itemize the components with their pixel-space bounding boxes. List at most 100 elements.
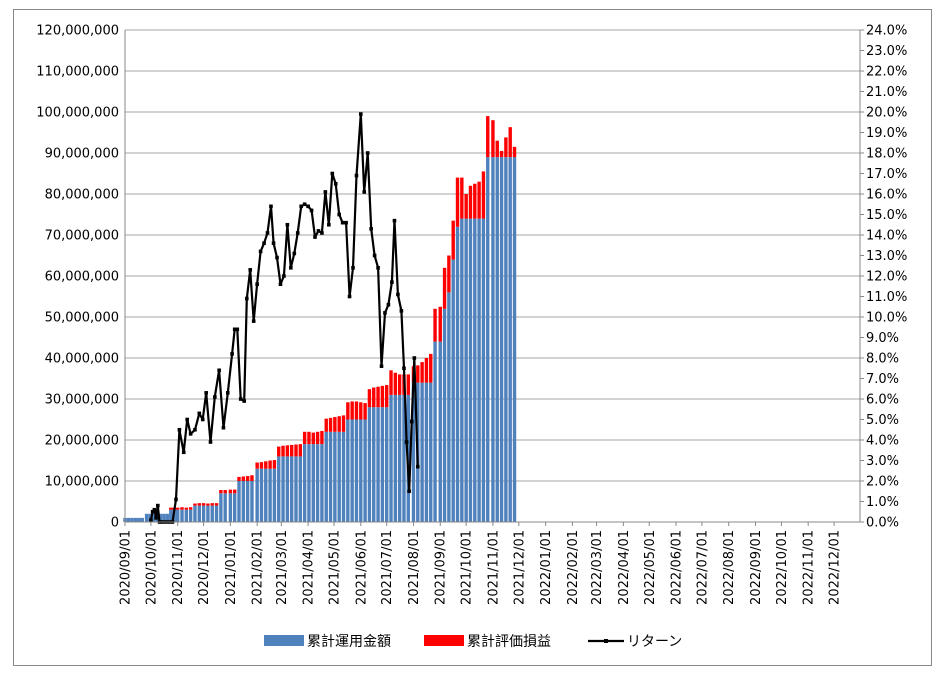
x-tick-label: 2021/04/01: [302, 530, 317, 605]
bar-cumulative-investment: [250, 481, 254, 522]
return-point: [221, 425, 226, 430]
bar-cumulative-investment: [420, 382, 424, 522]
y-right-tick-label: 24.0%: [866, 24, 907, 39]
y-left-tick-label: 10,000,000: [45, 475, 119, 490]
bar-cumulative-gain: [389, 370, 393, 395]
bar-cumulative-investment: [311, 444, 315, 522]
bar-cumulative-investment: [477, 218, 481, 522]
x-tick-label: 2022/11/01: [802, 530, 817, 605]
bar-cumulative-gain: [372, 387, 376, 408]
bar-cumulative-investment: [424, 382, 429, 522]
x-tick-label: 2021/02/01: [251, 530, 266, 605]
bar-cumulative-gain: [307, 431, 311, 445]
bar-cumulative-investment: [341, 431, 346, 522]
return-point: [232, 327, 237, 332]
bar-cumulative-gain: [206, 503, 210, 506]
return-point: [396, 292, 400, 297]
y-axis-right-ticks: 0.0% 1.0% 2.0% 3.0% 4.0% 5.0% 6.0% 7.0% 8.0% 9.0%…: [860, 24, 907, 531]
bar-cumulative-gain: [281, 445, 285, 457]
return-point: [365, 151, 370, 155]
x-tick-label: 2022/05/01: [643, 530, 658, 605]
y-left-tick-label: 30,000,000: [45, 393, 119, 408]
return-point: [238, 397, 243, 401]
bar-cumulative-investment: [289, 456, 294, 522]
bar-cumulative-investment: [376, 407, 380, 522]
bar-cumulative-gain: [346, 402, 350, 420]
return-point: [369, 227, 373, 231]
bar-cumulative-investment: [193, 505, 197, 522]
y-right-tick-label: 17.0%: [866, 167, 907, 182]
y-right-tick-label: 22.0%: [866, 65, 907, 80]
bar-cumulative-gain: [333, 417, 337, 432]
bar-cumulative-investment: [393, 394, 398, 522]
x-tick-label: 2022/02/01: [566, 530, 581, 605]
bar-cumulative-gain: [277, 446, 281, 457]
bar-cumulative-gain: [376, 386, 380, 408]
bar-cumulative-investment: [486, 157, 490, 522]
bar-cumulative-gain: [451, 220, 455, 260]
bar-cumulative-gain: [424, 358, 429, 383]
y-right-tick-label: 3.0%: [866, 454, 899, 469]
bar-cumulative-investment: [402, 394, 406, 522]
y-left-tick-label: 110,000,000: [36, 65, 119, 80]
bar-cumulative-gain: [460, 177, 464, 219]
x-tick-label: 2022/10/01: [775, 530, 790, 605]
return-point: [204, 391, 208, 395]
y-right-tick-label: 13.0%: [866, 249, 907, 264]
bar-cumulative-investment: [281, 456, 285, 522]
bar-series: [123, 116, 517, 523]
x-axis-ticks: 2020/09/01 2020/10/01 2020/11/01 2020/12/01…: [119, 522, 843, 605]
return-point: [149, 518, 153, 522]
bar-cumulative-gain: [384, 385, 389, 408]
return-point: [409, 419, 414, 424]
bar-cumulative-gain: [481, 171, 486, 219]
return-point: [407, 489, 411, 494]
bar-cumulative-gain: [468, 185, 473, 219]
bar-cumulative-gain: [416, 365, 420, 383]
bar-cumulative-investment: [137, 517, 141, 522]
return-point: [213, 395, 217, 399]
x-tick-label: 2022/08/01: [722, 530, 737, 605]
return-point: [390, 280, 394, 284]
return-point: [230, 352, 234, 356]
bar-cumulative-gain: [473, 183, 477, 219]
bar-cumulative-gain: [486, 116, 490, 158]
return-point: [344, 220, 348, 225]
bar-cumulative-gain: [259, 462, 264, 469]
bar-cumulative-investment: [210, 505, 214, 522]
bar-cumulative-investment: [350, 419, 354, 522]
bar-cumulative-gain: [491, 120, 495, 158]
y-left-tick-label: 80,000,000: [45, 188, 119, 203]
bar-cumulative-gain: [175, 507, 180, 510]
x-tick-label: 2022/03/01: [590, 530, 605, 605]
return-point: [217, 368, 221, 373]
bar-cumulative-investment: [162, 513, 166, 522]
return-point: [337, 212, 341, 217]
bar-cumulative-investment: [268, 468, 272, 522]
bar-cumulative-gain: [223, 490, 227, 494]
return-point: [154, 516, 158, 520]
bar-cumulative-gain: [359, 402, 363, 420]
bar-cumulative-gain: [188, 507, 193, 510]
bar-cumulative-investment: [429, 382, 433, 522]
x-tick-label: 2020/10/01: [144, 530, 159, 605]
bar-cumulative-gain: [169, 507, 173, 510]
y-right-tick-label: 23.0%: [866, 44, 907, 59]
return-point: [282, 274, 286, 278]
return-point: [188, 432, 193, 436]
y-left-tick-label: 60,000,000: [45, 270, 119, 285]
y-right-tick-label: 11.0%: [866, 290, 907, 305]
bar-cumulative-investment: [140, 517, 144, 522]
return-point: [289, 266, 293, 270]
bar-cumulative-gain: [406, 374, 410, 395]
y-right-tick-label: 16.0%: [866, 188, 907, 203]
bar-cumulative-investment: [464, 218, 468, 522]
bar-cumulative-gain: [324, 418, 328, 432]
bar-cumulative-investment: [188, 509, 193, 522]
bar-cumulative-gain: [272, 460, 277, 469]
bar-cumulative-gain: [311, 432, 315, 445]
bar-cumulative-investment: [384, 407, 389, 522]
bar-cumulative-investment: [201, 505, 206, 522]
bar-cumulative-investment: [468, 218, 473, 522]
return-point: [258, 249, 263, 254]
